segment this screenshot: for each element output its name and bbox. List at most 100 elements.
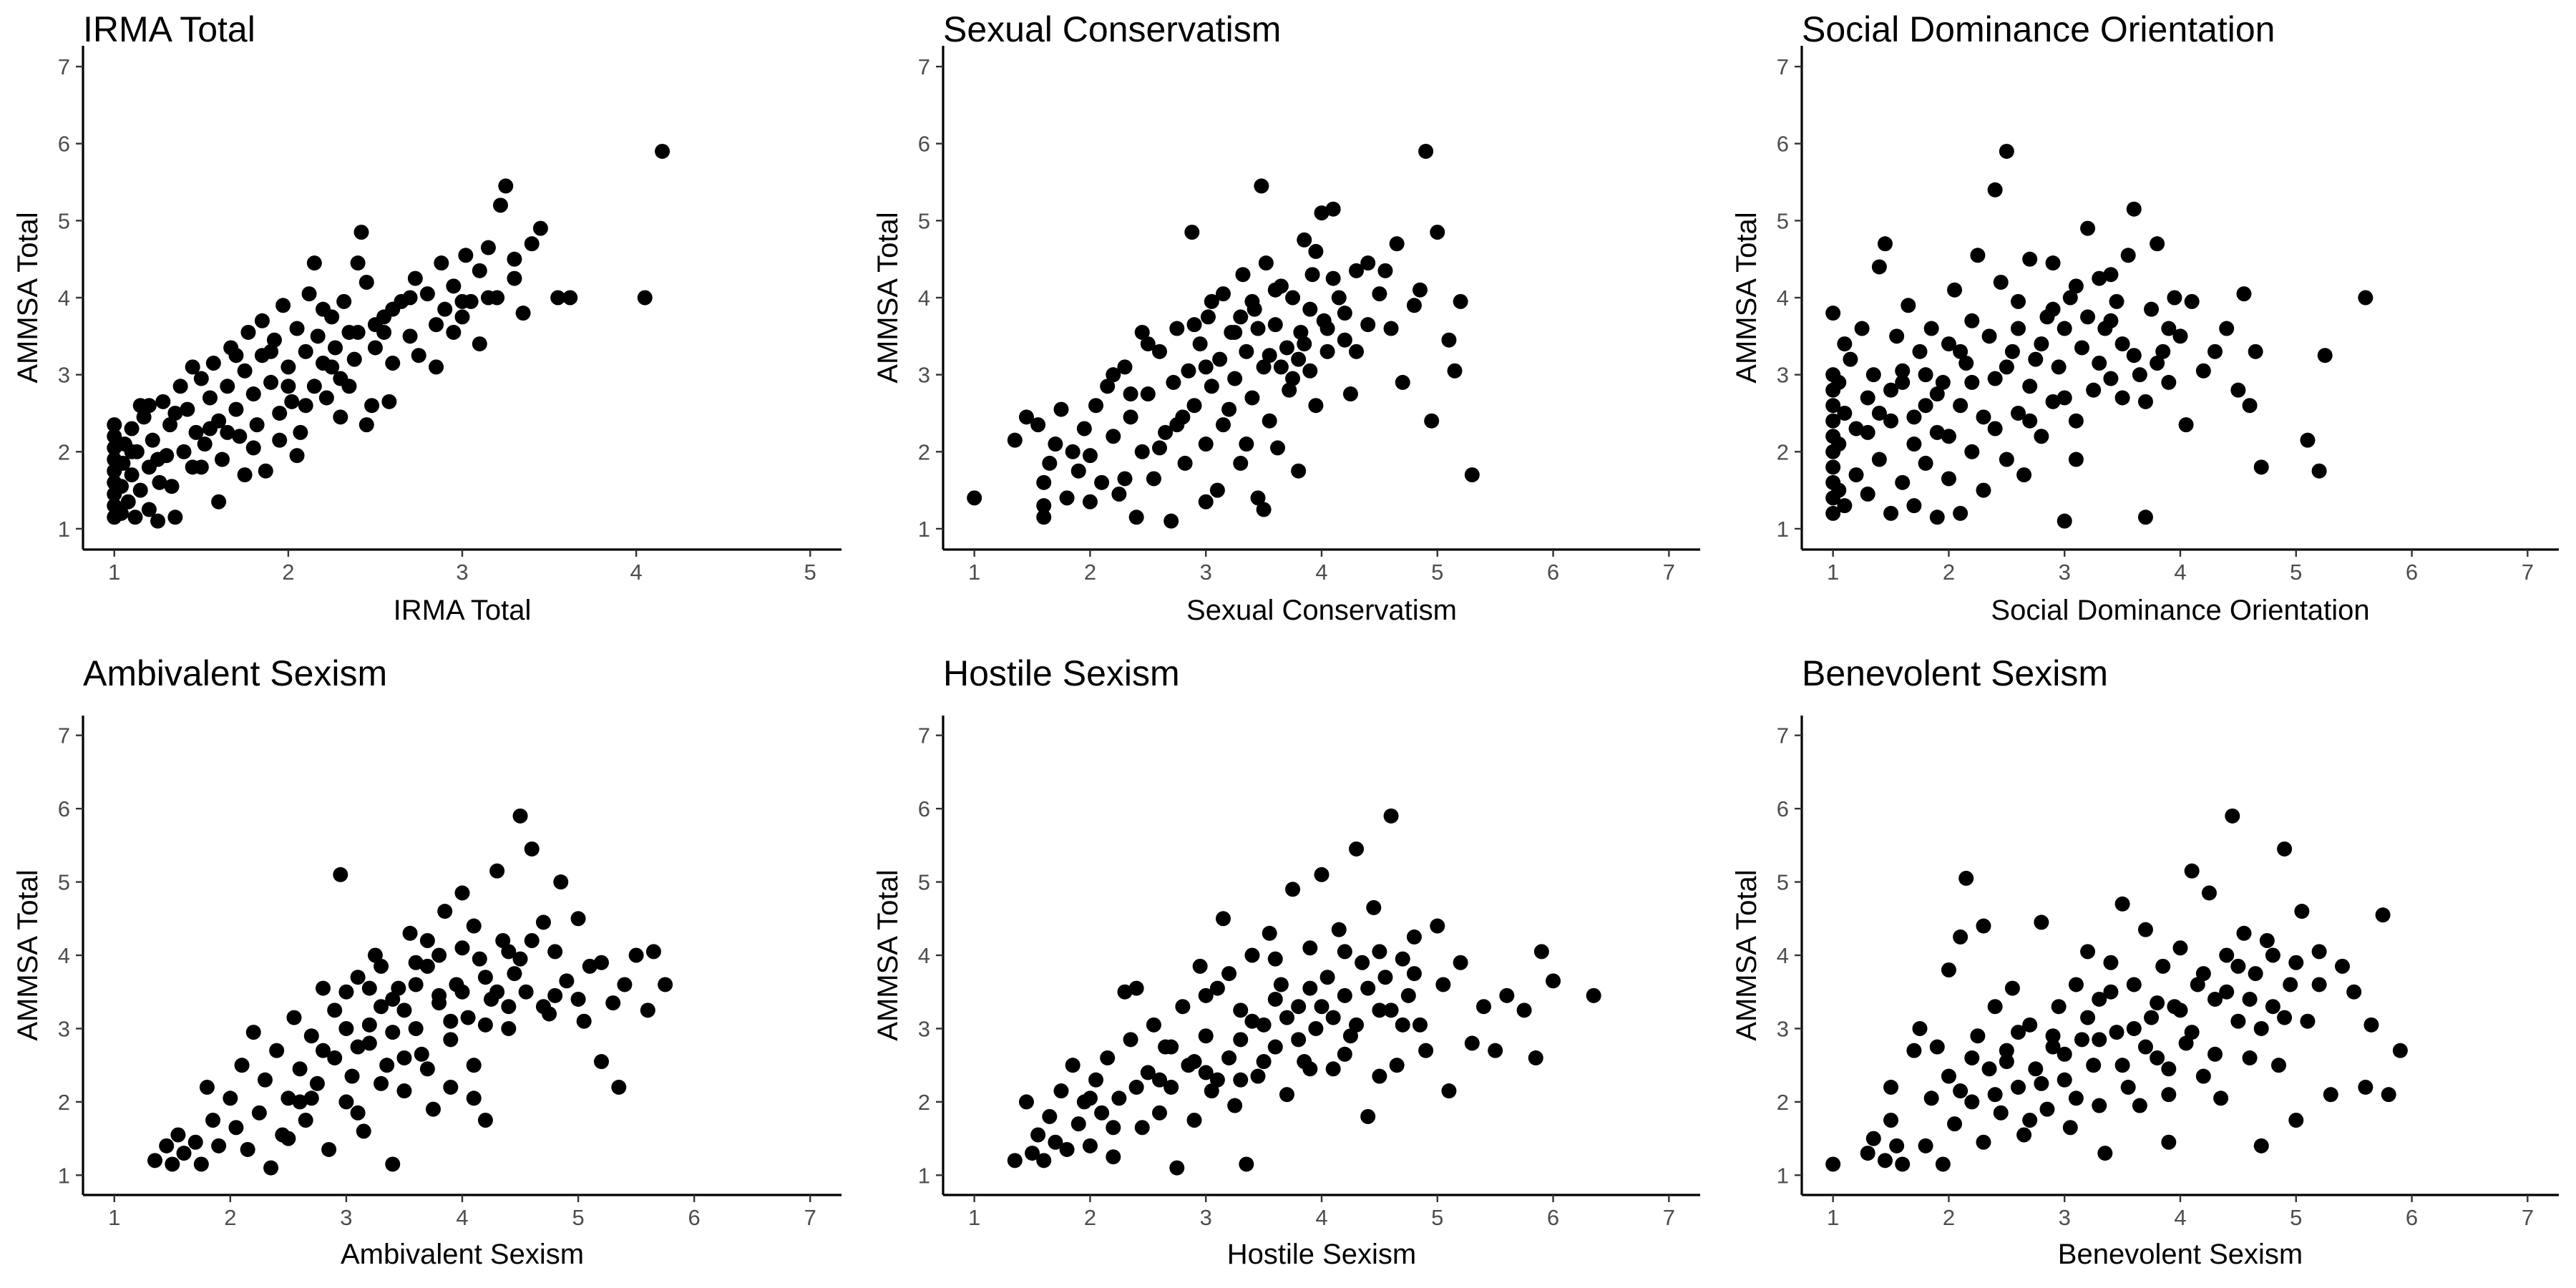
data-point: [2311, 944, 2327, 960]
data-point: [570, 911, 586, 927]
x-tick-label: 4: [1315, 1205, 1327, 1230]
data-point: [2150, 355, 2165, 371]
data-point: [655, 143, 670, 159]
x-axis-title: Benevolent Sexism: [2058, 1239, 2303, 1270]
data-point: [535, 999, 551, 1015]
data-point: [1430, 918, 1445, 934]
data-point: [640, 1002, 655, 1018]
data-point: [2114, 390, 2130, 406]
data-point: [524, 236, 540, 252]
data-point: [1395, 374, 1410, 390]
data-point: [550, 290, 566, 306]
data-point: [2034, 914, 2049, 930]
data-point: [1036, 509, 1052, 525]
y-tick-label: 5: [1777, 208, 1789, 233]
data-point: [257, 1072, 273, 1088]
data-point: [2225, 808, 2240, 824]
data-point: [1953, 398, 1968, 414]
y-tick-label: 3: [1777, 363, 1789, 388]
data-point: [2097, 1146, 2113, 1161]
y-tick-label: 4: [918, 943, 930, 968]
data-point: [1267, 317, 1283, 333]
y-tick-label: 6: [1777, 132, 1789, 157]
data-point: [327, 1002, 343, 1018]
data-point: [2011, 1079, 2026, 1095]
data-point: [318, 390, 334, 406]
data-point: [1233, 309, 1249, 325]
data-point: [559, 973, 575, 989]
data-point: [1865, 367, 1881, 383]
data-point: [1418, 143, 1434, 159]
data-point: [1262, 413, 1277, 429]
data-point: [1235, 267, 1251, 283]
data-point: [1337, 332, 1352, 348]
data-point: [547, 987, 563, 1003]
data-point: [187, 1134, 203, 1150]
data-point: [446, 278, 462, 294]
data-point: [1941, 471, 1956, 487]
data-point: [443, 1079, 459, 1095]
data-point: [2381, 1087, 2396, 1103]
data-point: [1256, 502, 1272, 517]
data-point: [2236, 286, 2252, 302]
data-point: [367, 947, 383, 963]
data-point: [1239, 1156, 1254, 1172]
data-point: [197, 436, 213, 452]
data-point: [1906, 498, 1922, 514]
data-point: [301, 286, 317, 302]
data-point: [346, 351, 362, 367]
data-point: [402, 925, 418, 941]
data-point: [2213, 1091, 2229, 1106]
data-point: [338, 1020, 354, 1036]
x-tick-label: 5: [1431, 1205, 1443, 1230]
data-point: [1169, 417, 1185, 433]
data-point: [1976, 918, 1991, 934]
data-point: [1935, 1156, 1951, 1172]
data-point: [1331, 922, 1347, 937]
data-point: [316, 1043, 331, 1058]
data-point: [1871, 452, 1887, 467]
x-tick-label: 2: [224, 1205, 236, 1230]
y-axis-title: AMMSA Total: [1731, 869, 1762, 1040]
data-point: [562, 290, 578, 306]
data-point: [1941, 336, 1956, 352]
data-point: [1993, 274, 2009, 290]
y-tick-label: 4: [58, 286, 70, 311]
data-point: [1941, 429, 1956, 444]
y-tick-label: 1: [1777, 1163, 1789, 1188]
data-point: [2045, 1028, 2061, 1044]
data-point: [472, 951, 487, 967]
y-tick-label: 2: [58, 1090, 70, 1115]
data-point: [570, 991, 586, 1007]
data-point: [1163, 1039, 1179, 1055]
data-point: [321, 1141, 337, 1157]
data-point: [2167, 290, 2182, 306]
data-point: [396, 1050, 412, 1065]
data-point: [1314, 999, 1330, 1015]
data-point: [1377, 263, 1393, 278]
data-point: [1117, 471, 1133, 487]
data-point: [251, 1105, 267, 1121]
data-point: [107, 429, 122, 444]
data-point: [1227, 1098, 1243, 1113]
x-tick-label: 4: [1315, 560, 1327, 585]
y-tick-label: 2: [918, 1090, 930, 1115]
data-point: [454, 293, 470, 309]
data-point: [1030, 417, 1046, 433]
data-point: [454, 309, 470, 325]
data-point: [472, 336, 487, 352]
data-point: [431, 947, 447, 963]
y-tick-label: 7: [1777, 54, 1789, 79]
data-point: [2137, 509, 2153, 525]
data-point: [524, 933, 540, 949]
data-point: [263, 343, 279, 359]
data-point: [2126, 977, 2142, 992]
data-point: [2045, 255, 2061, 271]
data-point: [1325, 201, 1341, 217]
data-point: [2022, 1113, 2038, 1128]
data-point: [176, 444, 192, 459]
data-point: [1267, 1039, 1283, 1055]
data-point: [1302, 1061, 1318, 1077]
data-point: [1413, 282, 1428, 298]
data-point: [466, 918, 482, 934]
